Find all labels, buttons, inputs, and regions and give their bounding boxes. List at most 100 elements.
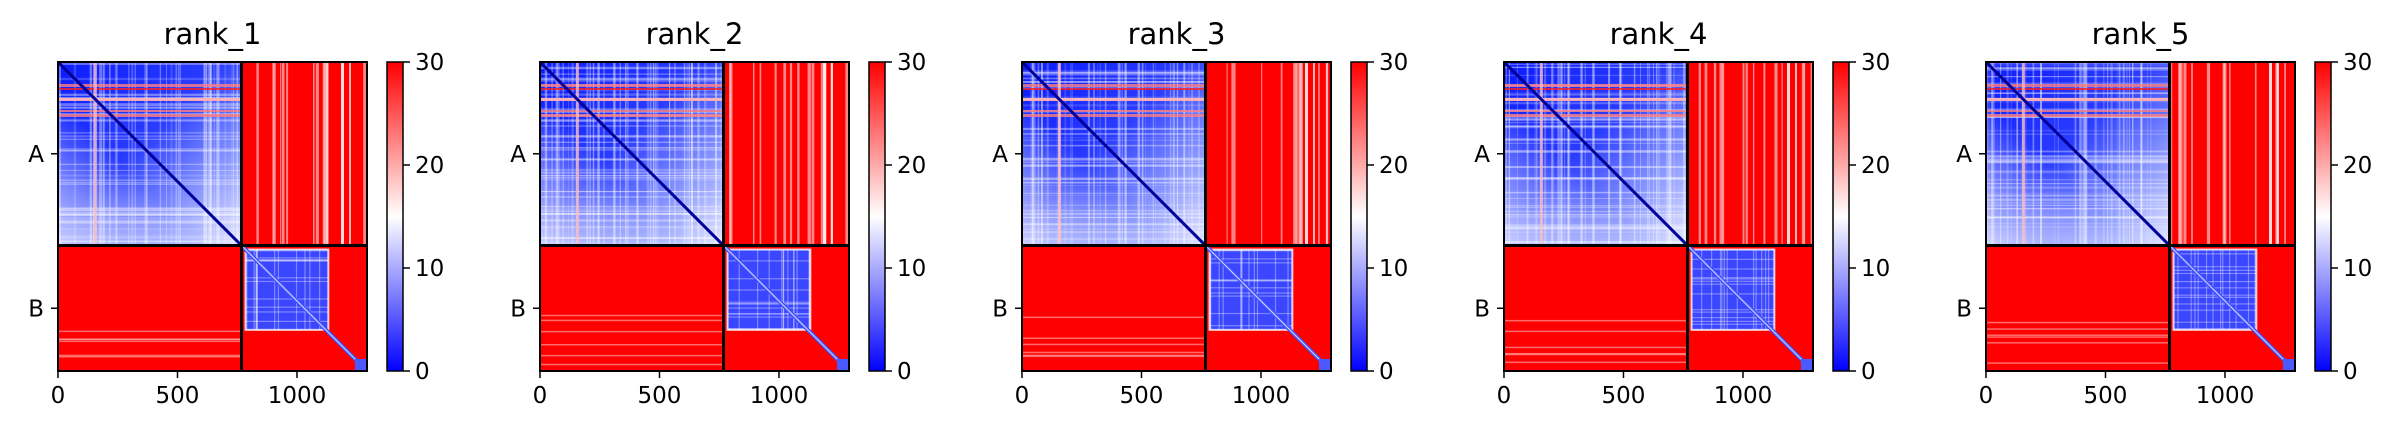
streak-h <box>1986 76 2170 78</box>
streak-h <box>1504 206 1688 208</box>
streak-h <box>58 138 242 140</box>
streak-bb <box>2173 272 2257 275</box>
streak-v <box>2141 62 2142 246</box>
streak-v <box>2082 62 2086 246</box>
streak-h <box>58 213 242 216</box>
streak-v <box>2024 62 2027 246</box>
streak-h <box>1504 118 1688 121</box>
streak-h <box>1504 177 1688 180</box>
streak-h <box>540 141 724 144</box>
streak-bb <box>245 250 329 252</box>
streak-bb <box>1209 295 1293 297</box>
diagonal-b-core <box>1205 245 1331 371</box>
streak-ab <box>2206 62 2211 246</box>
streak-bb <box>245 306 329 308</box>
streak-ab <box>2180 62 2183 246</box>
block-b-tail <box>355 359 367 371</box>
streak-bb <box>1691 258 1775 260</box>
streak-v <box>1093 62 1095 246</box>
streak-h <box>1504 66 1688 68</box>
colorbar-tick-label: 0 <box>415 359 430 385</box>
streak-h <box>1504 227 1688 230</box>
streak-h <box>540 111 724 113</box>
streak-v <box>2054 62 2056 246</box>
streak-v <box>1071 62 1073 246</box>
streak-ba <box>1986 342 2170 344</box>
streak-bb <box>1209 258 1293 260</box>
streak-h <box>1504 125 1688 128</box>
streak-v <box>236 62 239 246</box>
streak-bb <box>2247 249 2250 330</box>
streak-v <box>2125 62 2128 246</box>
streak-v <box>646 62 650 246</box>
streak-v <box>205 62 208 246</box>
streak-v <box>1619 62 1622 246</box>
heatmap-panel: rank_2 A B 0 500 1000 0 10 20 30 <box>510 17 926 409</box>
highlight-col <box>575 62 579 246</box>
panel-title: rank_2 <box>646 17 744 51</box>
streak-bb <box>1691 309 1775 311</box>
streak-h <box>540 66 724 69</box>
colorbar-tick-label: 0 <box>897 359 912 385</box>
streak-bb <box>245 280 329 283</box>
streak-v <box>686 62 688 246</box>
streak-ab <box>1280 62 1283 246</box>
highlight-row <box>540 97 724 101</box>
plot-frame <box>1503 61 1814 372</box>
streak-v <box>691 62 694 246</box>
streak-h <box>1986 204 2170 206</box>
streak-h <box>58 118 242 122</box>
diagonal-b-core <box>1687 245 1813 371</box>
streak-v <box>545 62 548 246</box>
streak-ab <box>313 62 315 246</box>
streak-h <box>540 158 724 161</box>
streak-v <box>1191 62 1194 246</box>
streak-v <box>205 62 208 246</box>
streak-ab <box>783 62 787 246</box>
streak-ab <box>1801 62 1806 246</box>
streak-h <box>1986 208 2170 210</box>
streak-v <box>1592 62 1595 246</box>
streak-h <box>1022 81 1206 83</box>
streak-v <box>1176 62 1179 246</box>
streak-ab <box>349 62 351 246</box>
streak-bb <box>727 260 811 262</box>
streak-v <box>688 62 690 246</box>
highlight-row <box>1022 97 1206 101</box>
streak-v <box>697 62 700 246</box>
colorbar-tick-label: 20 <box>2343 153 2372 179</box>
streak-bb <box>1755 249 1757 330</box>
streak-h <box>58 96 242 99</box>
streak-h <box>1504 216 1688 217</box>
streak-v <box>2040 62 2043 246</box>
streak-bb <box>1726 249 1728 330</box>
streak-ab <box>1719 62 1723 246</box>
streak-ab <box>1774 62 1778 246</box>
streak-h <box>540 146 724 149</box>
streak-v <box>216 62 218 246</box>
streak-v <box>233 62 235 246</box>
streak-ba <box>1504 361 1688 364</box>
streak-v <box>2116 62 2118 246</box>
colorbar <box>2315 62 2331 371</box>
x-tick-label: 500 <box>156 383 200 409</box>
streak-bb <box>2173 296 2257 298</box>
plot-frame <box>1021 61 1332 372</box>
streak-v <box>2132 62 2134 246</box>
highlight-row <box>1986 97 2170 101</box>
x-tick-label: 1000 <box>2196 383 2255 409</box>
colorbar-frame <box>2314 61 2332 372</box>
streak-v <box>1188 62 1190 246</box>
streak-v <box>1152 62 1154 246</box>
streak-bb <box>1691 320 1775 322</box>
streak-v <box>668 62 671 246</box>
block-b-b-edge <box>2172 248 2258 331</box>
y-tick-label: B <box>992 296 1008 322</box>
streak-v <box>1099 62 1101 246</box>
streak-h <box>1022 164 1206 167</box>
x-tick-label: 500 <box>2084 383 2128 409</box>
streak-h <box>540 178 724 181</box>
diagonal-a <box>1504 62 1689 247</box>
streak-h <box>1986 194 2170 197</box>
streak-v <box>203 62 206 246</box>
